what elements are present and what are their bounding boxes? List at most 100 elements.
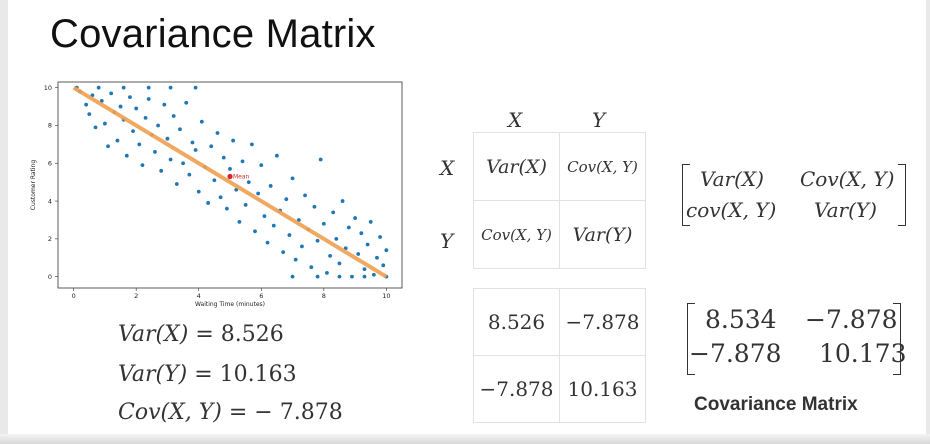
scatter-point (268, 184, 273, 188)
scatter-point (193, 148, 198, 152)
scatter-point (174, 182, 179, 186)
scatter-point (109, 91, 114, 96)
matrix-cell: Var(X) (700, 167, 764, 191)
scatter-point (287, 233, 292, 237)
matrix-cell: 8.534 (705, 305, 777, 334)
matrix-cell: cov(X, Y) (686, 198, 777, 222)
scatter-point (334, 236, 339, 241)
symbol-cell: Var(X) (473, 132, 560, 201)
scatter-point (315, 274, 320, 279)
right-window-edge (926, 0, 930, 444)
scatter-point (168, 157, 173, 162)
bottom-bar (0, 434, 930, 444)
var-x-lhs: Var(X) (118, 322, 189, 347)
scatter-point (362, 267, 367, 272)
col-header-y: Y (592, 108, 606, 132)
y-tick-label: 0 (48, 273, 52, 281)
cov-xy-equals: = (221, 400, 255, 425)
scatter-point (350, 274, 354, 279)
var-x-equals: = (188, 322, 221, 347)
scatter-point (256, 191, 261, 196)
scatter-point (246, 180, 251, 185)
matrix-cell: −7.878 (805, 305, 898, 334)
scatter-point (315, 238, 320, 243)
scatter-point (359, 231, 364, 236)
scatter-point (271, 223, 276, 228)
scatter-point (206, 201, 211, 205)
numeric-matrix: 8.534 −7.878 −7.878 10.173 (687, 303, 906, 375)
scatter-point (346, 225, 351, 230)
left-bracket (687, 303, 695, 375)
var-y-lhs: Var(Y) (118, 362, 188, 387)
y-tick-label: 8 (48, 122, 52, 130)
var-x-equation: Var(X) = 8.526 (118, 322, 284, 347)
scatter-point (231, 138, 236, 143)
scatter-plot: Mean 0 2 4 6 8 10 0 2 4 6 8 10 Waiting Time (minute… (30, 81, 403, 308)
value-cell: 10.163 (559, 355, 646, 423)
y-tick-label: 6 (48, 159, 52, 167)
scatter-point (118, 104, 123, 109)
scatter-point (137, 142, 142, 147)
y-tick-label: 10 (44, 84, 52, 92)
matrix-cell: −7.878 (689, 339, 782, 368)
x-tick-label: 6 (259, 292, 263, 300)
right-bracket (893, 303, 901, 375)
scatter-point (218, 195, 223, 200)
scatter-point (365, 242, 370, 247)
scatter-point (337, 261, 342, 266)
scatter-point (368, 219, 373, 224)
x-tick-label: 8 (322, 292, 326, 300)
value-table: 8.526 −7.878 −7.878 10.163 (473, 288, 646, 423)
scatter-point (381, 263, 386, 268)
var-y-equation: Var(Y) = 10.163 (118, 362, 297, 387)
scatter-point (375, 255, 379, 260)
y-tick-label: 4 (48, 197, 52, 205)
x-tick-label: 0 (72, 292, 76, 300)
scatter-point (121, 85, 126, 90)
scatter-point (134, 106, 139, 111)
value-cell: −7.878 (473, 355, 560, 423)
scatter-point (303, 193, 307, 198)
scatter-point (290, 176, 295, 181)
scatter-point (378, 235, 383, 239)
scatter-point (281, 250, 286, 254)
symbolic-matrix: Var(X) Cov(X, Y) cov(X, Y) Var(Y) (682, 164, 906, 226)
scatter-point (196, 189, 201, 194)
scatter-point (146, 97, 151, 101)
scatter-point (262, 214, 267, 219)
scatter-point (293, 257, 298, 262)
scatter-point (265, 240, 270, 245)
scatter-point (340, 199, 345, 203)
scatter-point (331, 210, 336, 215)
x-axis-label: Waiting Time (minutes) (195, 301, 265, 308)
scatter-point (228, 167, 232, 171)
right-bracket (898, 164, 906, 226)
scatter-point (184, 100, 189, 105)
mean-label: Mean (233, 173, 250, 180)
scatter-point (87, 112, 92, 117)
scatter-point (384, 248, 389, 253)
scatter-point (215, 131, 220, 135)
matrix-cell: 10.173 (819, 339, 907, 368)
symbol-cell: Var(Y) (559, 200, 646, 269)
scatter-point (318, 157, 323, 162)
scatter-point (131, 129, 135, 134)
matrix-cell: Cov(X, Y) (800, 167, 895, 191)
scatter-point (275, 153, 279, 158)
scatter-point (181, 161, 185, 166)
scatter-point (221, 155, 226, 160)
scatter-point (321, 221, 326, 226)
scatter-point (353, 216, 357, 220)
scatter-point (290, 274, 295, 279)
scatter-point (143, 116, 148, 120)
x-tick-label: 2 (134, 292, 138, 300)
y-axis-label: Customer Rating (30, 160, 37, 211)
scatter-point (115, 138, 120, 143)
left-bracket (682, 164, 690, 226)
scatter-point (212, 178, 217, 183)
scatter-point (153, 150, 157, 154)
value-cell: 8.526 (473, 288, 560, 356)
scatter-point (199, 119, 204, 124)
scatter-point (284, 197, 289, 202)
scatter-point (146, 85, 151, 90)
